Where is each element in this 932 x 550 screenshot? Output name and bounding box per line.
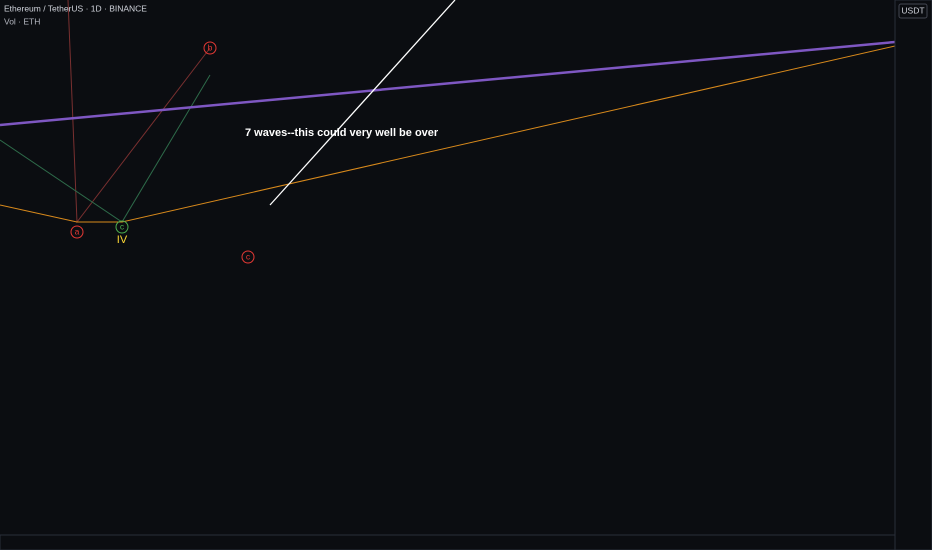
wave-marker <box>241 250 255 264</box>
wave-label: b <box>208 42 213 52</box>
wave-label: c <box>246 251 251 261</box>
wave-label: a <box>75 226 80 236</box>
trend-line <box>0 40 896 127</box>
wave-marker <box>203 41 217 55</box>
time-axis <box>0 534 896 550</box>
wave-marker <box>70 225 84 239</box>
currency[interactable]: USDT <box>901 5 924 15</box>
volume-title: Vol · ETH <box>4 16 40 26</box>
wave-label: IV <box>117 234 128 246</box>
wave-marker <box>115 220 129 234</box>
price-axis <box>894 0 932 550</box>
annotation: 7 waves--this could very well be over <box>245 127 439 139</box>
wave-label: c <box>120 221 125 231</box>
trend-line <box>269 0 456 206</box>
trend-line <box>0 45 896 223</box>
symbol-title: Ethereum / TetherUS · 1D · BINANCE <box>4 3 147 13</box>
currency-button[interactable] <box>898 3 928 19</box>
